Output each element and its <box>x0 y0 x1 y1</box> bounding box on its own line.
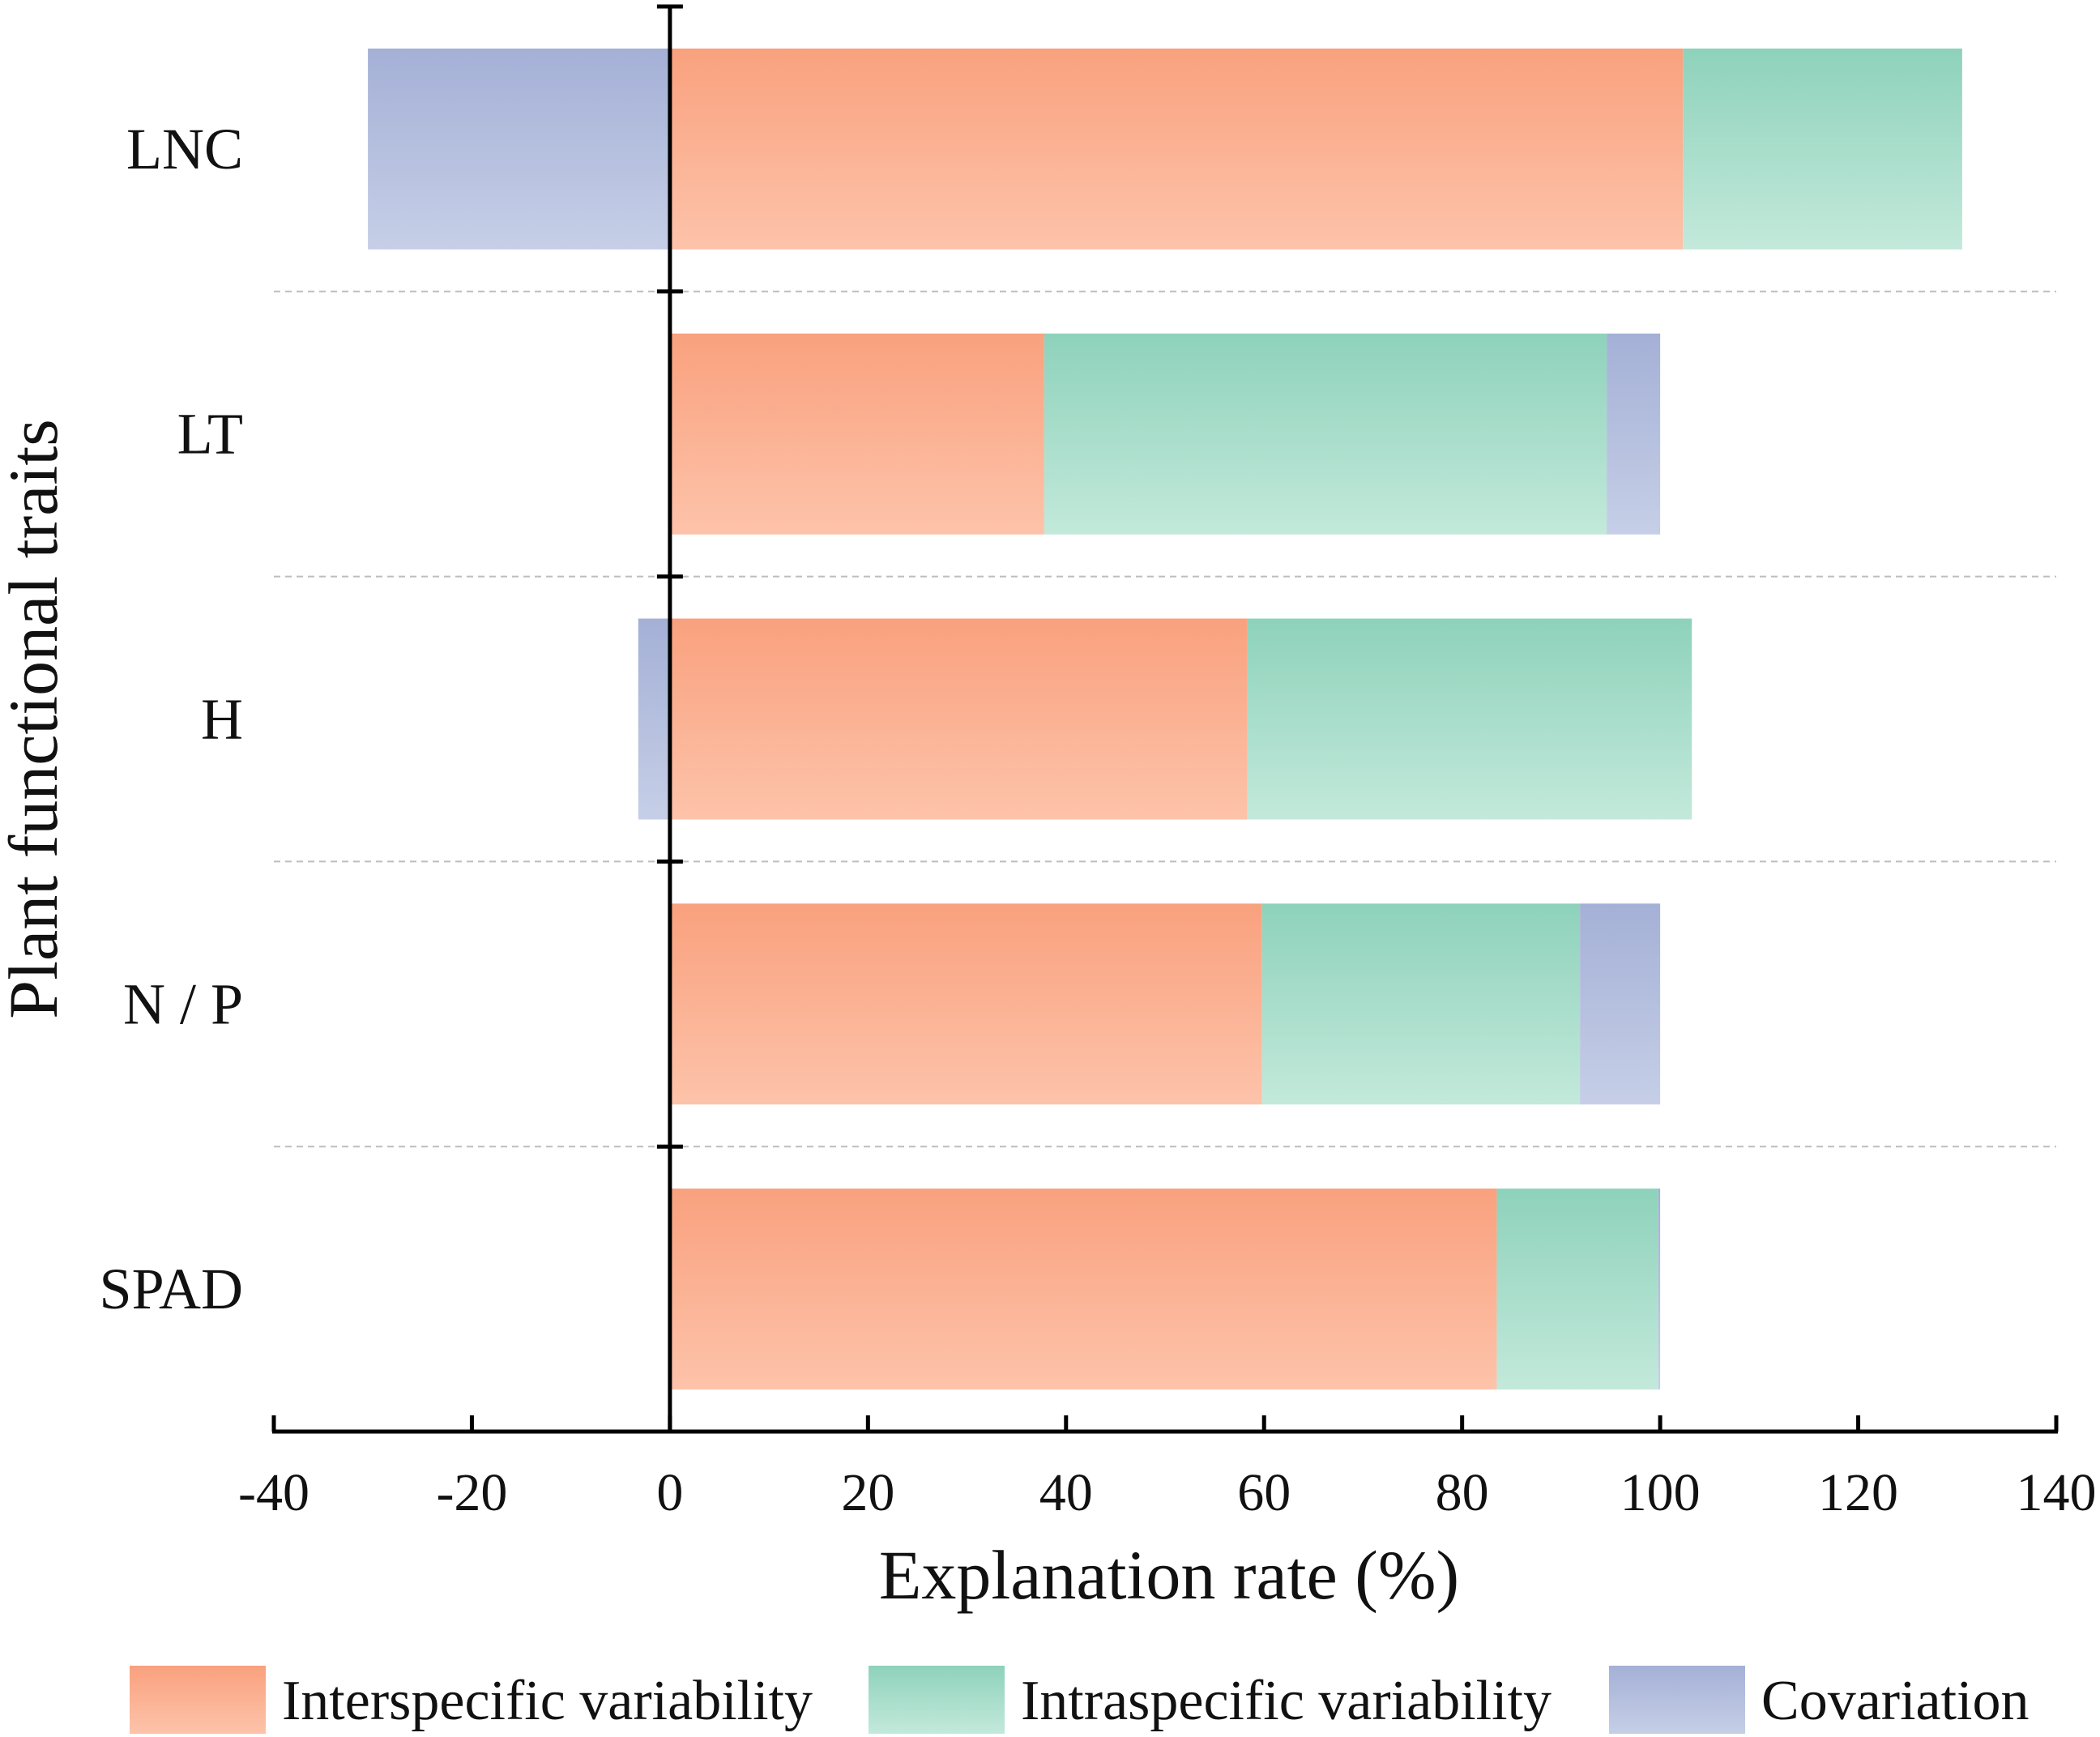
x-tick-label: 80 <box>1436 1463 1489 1522</box>
x-axis-ticks: -40 -20 0 20 40 60 80 100 120 140 <box>238 1415 2097 1522</box>
x-tick-label: 20 <box>841 1463 894 1522</box>
x-tick-label: 40 <box>1039 1463 1093 1522</box>
legend-label-covariation: Covariation <box>1761 1670 2029 1732</box>
bar-intraspecific-np <box>1261 903 1581 1105</box>
category-label: SPAD <box>100 1257 243 1321</box>
legend: Interspecific variability Intraspecific v… <box>130 1666 2029 1734</box>
legend-swatch-covariation <box>1609 1666 1745 1734</box>
category-label: LT <box>177 402 243 467</box>
bar-interspecific-spad <box>669 1189 1497 1390</box>
x-tick-label: 60 <box>1237 1463 1291 1522</box>
bar-interspecific-lnc <box>669 48 1684 250</box>
bar-covariation-h <box>638 618 670 820</box>
category-label: LNC <box>126 117 243 181</box>
category-separators <box>274 290 2056 1148</box>
bar-covariation-spad <box>1658 1189 1661 1390</box>
axes <box>272 6 2058 1434</box>
category-label: N / P <box>123 971 243 1036</box>
bar-intraspecific-lt <box>1044 333 1607 535</box>
legend-swatch-interspecific <box>130 1666 266 1734</box>
bar-interspecific-h <box>669 618 1248 820</box>
y-axis-ticks <box>656 4 683 1149</box>
x-tick-label: 0 <box>656 1463 683 1522</box>
bars <box>368 48 1962 1390</box>
legend-label-interspecific: Interspecific variability <box>282 1670 813 1732</box>
bar-interspecific-lt <box>669 333 1044 535</box>
x-tick-label: 120 <box>1818 1463 1898 1522</box>
x-axis-title: Explanation rate (%) <box>879 1536 1459 1614</box>
x-tick-label: 100 <box>1620 1463 1701 1522</box>
category-label: H <box>201 687 243 752</box>
bar-covariation-lnc <box>368 48 670 250</box>
bar-interspecific-np <box>669 903 1262 1105</box>
bar-covariation-np <box>1580 903 1661 1105</box>
x-tick-label: -20 <box>436 1463 507 1522</box>
bar-intraspecific-spad <box>1496 1189 1658 1390</box>
legend-label-intraspecific: Intraspecific variability <box>1021 1670 1552 1732</box>
bar-intraspecific-h <box>1247 618 1692 820</box>
bar-intraspecific-lnc <box>1683 48 1962 250</box>
bar-covariation-lt <box>1607 333 1661 535</box>
y-axis-title: Plant functional traits <box>0 419 72 1018</box>
x-tick-label: 140 <box>2017 1463 2097 1522</box>
legend-swatch-intraspecific <box>869 1666 1005 1734</box>
x-tick-label: -40 <box>238 1463 309 1522</box>
category-labels: LNC LT H N / P SPAD <box>100 117 243 1321</box>
